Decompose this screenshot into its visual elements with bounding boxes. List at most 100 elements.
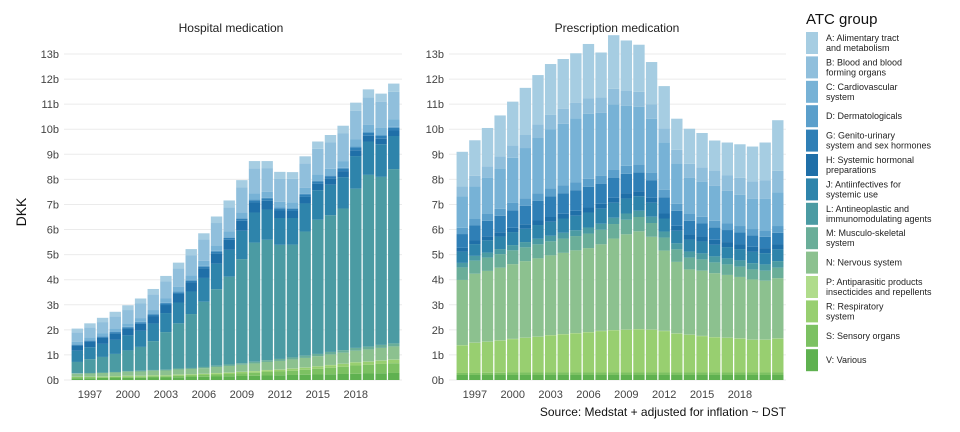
- bar-segment: [734, 249, 746, 261]
- bar-segment: [746, 269, 759, 280]
- bar-segment: [312, 374, 324, 380]
- bar-segment: [210, 216, 223, 224]
- bar-segment: [324, 215, 337, 352]
- bar-segment: [608, 35, 620, 89]
- bar-segment: [84, 359, 96, 373]
- bar-segment: [683, 128, 696, 164]
- bar-segment: [198, 376, 210, 380]
- bar-segment: [236, 187, 248, 213]
- bar-segment: [261, 361, 273, 370]
- bar-segment: [388, 363, 400, 373]
- bar-segment: [172, 375, 185, 378]
- legend-label: system: [826, 311, 855, 321]
- legend-swatch: [806, 227, 818, 250]
- bar-segment: [696, 236, 708, 242]
- bar-segment: [185, 282, 197, 292]
- bar-segment: [350, 373, 362, 380]
- bar-segment: [274, 178, 286, 202]
- bar-segment: [299, 231, 311, 356]
- bar-segment: [147, 294, 159, 311]
- bar-segment: [375, 347, 387, 361]
- bar-segment: [122, 370, 134, 372]
- bar-segment: [84, 323, 96, 328]
- bar-segment: [185, 367, 197, 369]
- bar-segment: [469, 140, 481, 176]
- bar-segment: [324, 374, 337, 380]
- bar-segment: [608, 374, 620, 380]
- bar-segment: [620, 374, 633, 380]
- bar-segment: [633, 91, 645, 107]
- bar-segment: [248, 161, 261, 169]
- bar-segment: [122, 310, 134, 324]
- bar-segment: [261, 209, 273, 240]
- bar-segment: [772, 244, 784, 250]
- bar-segment: [721, 264, 733, 275]
- bar-segment: [734, 374, 746, 380]
- bar-segment: [160, 275, 172, 282]
- bar-segment: [683, 163, 696, 178]
- bar-segment: [519, 247, 532, 262]
- bar-segment: [721, 175, 733, 191]
- y-tick-label: 7b: [432, 199, 444, 211]
- bar-segment: [299, 187, 311, 194]
- bar-segment: [286, 357, 299, 360]
- bar-segment: [134, 318, 147, 322]
- bar-segment: [84, 378, 96, 380]
- bar-segment: [608, 169, 620, 178]
- bar-segment: [671, 225, 683, 231]
- bar-segment: [248, 202, 261, 213]
- bar-segment: [172, 262, 185, 269]
- bar-segment: [350, 146, 362, 148]
- bar-segment: [147, 288, 159, 295]
- bar-segment: [507, 101, 519, 146]
- bar-segment: [595, 374, 607, 380]
- bar-segment: [532, 124, 544, 139]
- bar-segment: [96, 336, 109, 338]
- bar-segment: [172, 323, 185, 369]
- bar-segment: [375, 373, 387, 380]
- bar-segment: [84, 327, 96, 338]
- bar-segment: [236, 259, 248, 364]
- bar-segment: [507, 250, 519, 265]
- bar-segment: [671, 374, 683, 380]
- bar-segment: [274, 375, 286, 380]
- bar-segment: [759, 198, 771, 231]
- bar-segment: [620, 173, 633, 194]
- bar-segment: [683, 251, 696, 258]
- bar-segment: [696, 374, 708, 380]
- bar-segment: [210, 376, 223, 380]
- bar-segment: [721, 247, 733, 259]
- bar-segment: [772, 226, 784, 233]
- bar-segment: [71, 377, 83, 379]
- bar-segment: [71, 344, 83, 346]
- bar-segment: [746, 146, 759, 182]
- legend-swatch: [806, 32, 818, 54]
- bar-segment: [198, 233, 210, 240]
- bar-segment: [519, 337, 532, 373]
- bar-segment: [671, 230, 683, 244]
- bar-segment: [198, 368, 210, 374]
- bar-segment: [595, 203, 607, 209]
- legend-label: P: Antiparasitic products: [826, 277, 923, 287]
- bar-segment: [469, 225, 481, 241]
- bar-segment: [337, 363, 349, 367]
- bar-segment: [696, 216, 708, 224]
- bar-segment: [469, 244, 481, 256]
- bar-segment: [696, 336, 708, 373]
- bar-segment: [388, 169, 400, 344]
- bar-segment: [223, 376, 235, 380]
- legend-label: J: Antiinfectives for: [826, 179, 901, 189]
- bar-segment: [71, 373, 83, 377]
- bar-segment: [299, 194, 311, 197]
- bar-segment: [721, 274, 733, 338]
- y-tick-label: 8b: [432, 174, 444, 186]
- hospital-medication-panel: Hospital medication 0b 1b 2b 3b 4b 5b 6b 7b 8b 9b 1…: [41, 21, 402, 401]
- bar-segment: [223, 237, 235, 240]
- bar-segment: [544, 241, 557, 256]
- bar-segment: [274, 171, 286, 179]
- bar-segment: [633, 106, 645, 165]
- bar-segment: [198, 268, 210, 278]
- prescription-medication-panel: Prescription medication 0b 1b 2b 3b 4b 5b 6b 7b 8…: [426, 21, 786, 401]
- bar-segment: [84, 337, 96, 341]
- bar-segment: [388, 126, 400, 128]
